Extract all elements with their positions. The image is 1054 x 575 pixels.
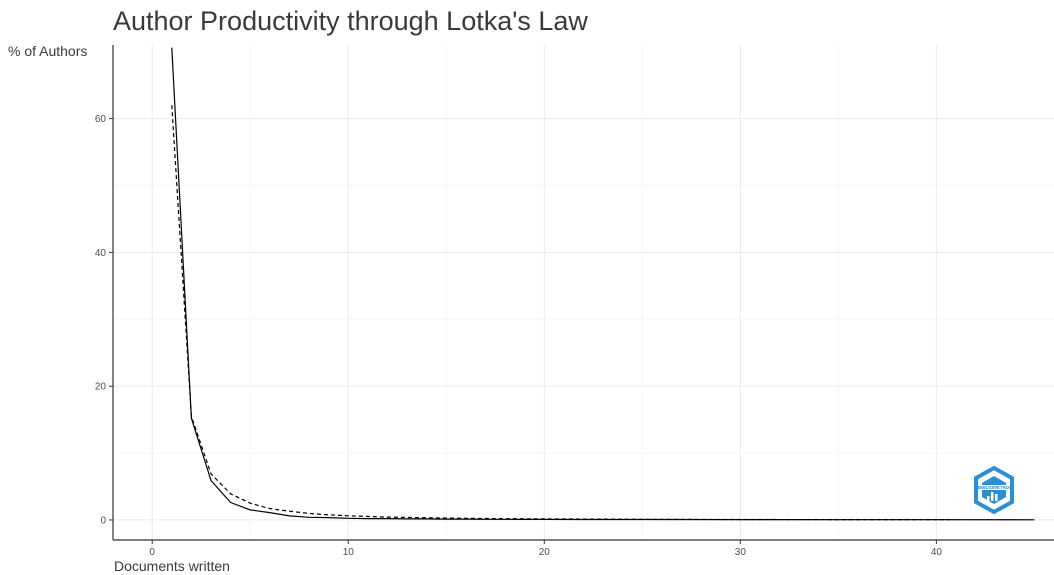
y-tick-label: 40 bbox=[95, 248, 107, 259]
bibliometrix-logo-icon: BIBLIOMETRIX bbox=[974, 465, 1014, 515]
y-tick-label: 20 bbox=[95, 382, 107, 393]
x-tick-label: 20 bbox=[539, 547, 551, 558]
x-tick-label: 30 bbox=[735, 547, 747, 558]
x-axis-title: Documents written bbox=[114, 558, 230, 574]
grid-lines bbox=[113, 45, 1054, 540]
theoretical-dashed-line bbox=[171, 105, 957, 521]
x-tick-label: 0 bbox=[149, 547, 155, 558]
x-tick-label: 40 bbox=[931, 547, 943, 558]
axes bbox=[112, 45, 1054, 541]
series-lines bbox=[171, 47, 1035, 521]
y-tick-label: 0 bbox=[100, 515, 106, 526]
x-tick-label: 10 bbox=[343, 547, 355, 558]
chart-title: Author Productivity through Lotka's Law bbox=[113, 6, 588, 36]
y-axis-title: % of Authors bbox=[8, 43, 87, 59]
tick-labels: 0 10 20 30 40 0 20 40 60 bbox=[95, 114, 942, 558]
logo-text: BIBLIOMETRIX bbox=[978, 485, 1010, 490]
y-tick-label: 60 bbox=[95, 114, 107, 125]
